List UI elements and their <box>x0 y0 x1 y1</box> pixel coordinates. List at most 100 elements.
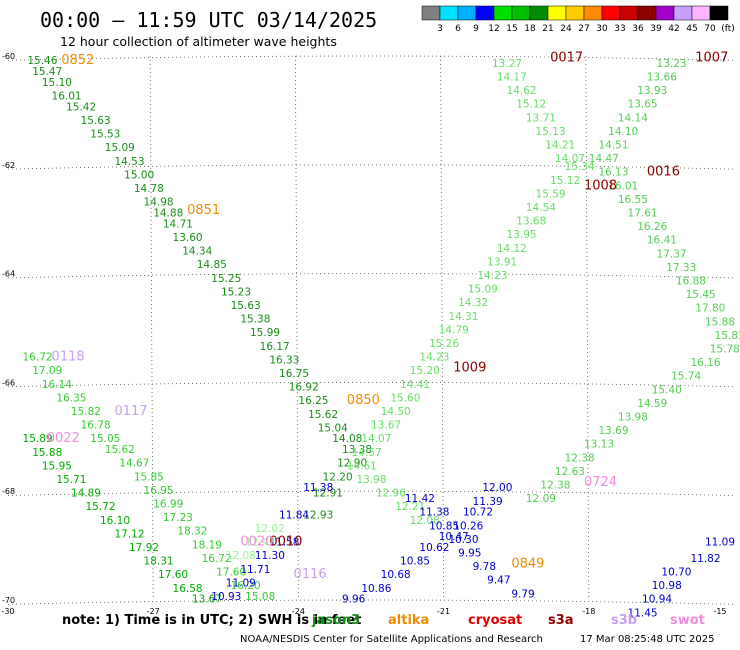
wave-height-point: 12.09 <box>526 493 556 505</box>
wave-height-point: 14.34 <box>182 246 212 258</box>
track-time-label: 1007 <box>695 50 728 65</box>
satellite-legend-s3a: s3a <box>548 613 574 628</box>
wave-height-point: 15.99 <box>250 327 280 339</box>
track-time-label: 0116 <box>294 567 327 582</box>
wave-height-point: 13.67 <box>371 420 401 432</box>
longitude-line <box>440 55 445 601</box>
colorbar-tick-label: 45 <box>686 24 697 34</box>
wave-height-point: 12.00 <box>482 482 512 494</box>
track-time-label: 0851 <box>187 203 220 218</box>
wave-height-point: 16.14 <box>42 379 72 391</box>
wave-height-point: 13.66 <box>647 71 677 83</box>
x-tick-label: -27 <box>147 607 160 616</box>
wave-height-point: 14.47 <box>589 153 619 165</box>
y-tick-label: -60 <box>2 52 15 61</box>
wave-height-point: 16.10 <box>100 515 130 527</box>
wave-height-point: 12.21 <box>395 501 425 513</box>
wave-height-point: 14.61 <box>347 460 377 472</box>
longitude-line <box>585 55 590 601</box>
wave-height-point: 13.69 <box>598 425 628 437</box>
wave-height-point: 10.26 <box>453 520 483 532</box>
wave-height-point: 15.46 <box>27 55 57 67</box>
wave-height-point: 10.93 <box>211 591 241 603</box>
wave-height-point: 14.71 <box>163 218 193 230</box>
wave-height-point: 9.96 <box>342 594 366 606</box>
wave-height-point: 14.07 <box>555 153 585 165</box>
latitude-line <box>7 381 735 388</box>
wave-height-point: 15.08 <box>245 591 275 603</box>
wave-height-point: 16.92 <box>289 382 319 394</box>
track-time-label: 0724 <box>584 475 617 490</box>
wave-height-point: 18.32 <box>177 526 207 538</box>
wave-height-point: 14.23 <box>419 352 449 364</box>
x-tick-label: -15 <box>713 607 726 616</box>
wave-height-point: 17.12 <box>114 528 144 540</box>
wave-height-point: 14.98 <box>144 197 174 209</box>
wave-height-point: 14.54 <box>526 202 556 214</box>
track-time-label: 0010 <box>269 535 302 550</box>
track-time-label: 0850 <box>347 393 380 408</box>
wave-height-point: 17.33 <box>666 262 696 274</box>
wave-height-point: 11.09 <box>705 537 735 549</box>
satellite-legend-s3b: s3b <box>611 613 638 628</box>
wave-height-point: 14.12 <box>497 243 527 255</box>
wave-height-point: 11.82 <box>690 553 720 565</box>
wave-height-point: 16.35 <box>56 392 86 404</box>
wave-height-point: 13.68 <box>516 216 546 228</box>
colorbar-tick-label: 24 <box>560 24 572 34</box>
wave-height-point: 15.04 <box>318 422 348 434</box>
colorbar-tick-label: 33 <box>614 24 625 34</box>
wave-height-point: 10.98 <box>652 580 682 592</box>
wave-height-point: 15.62 <box>105 444 135 456</box>
wave-height-point: 17.80 <box>695 303 725 315</box>
wave-height-point: 16.25 <box>298 395 328 407</box>
wave-height-point: 13.38 <box>342 444 372 456</box>
track-time-label: 0020 <box>240 535 273 550</box>
track-time-label: 0852 <box>61 53 94 68</box>
wave-height-point: 12.63 <box>555 466 585 478</box>
wave-height-point: 11.84 <box>279 509 309 521</box>
wave-height-point: 16.58 <box>173 583 203 595</box>
x-tick-label: -24 <box>292 607 305 616</box>
wave-height-point: 14.41 <box>400 379 430 391</box>
wave-height-point: 11.71 <box>240 564 270 576</box>
map-grid <box>7 55 735 605</box>
latitude-line <box>7 273 735 279</box>
wave-height-point: 17.37 <box>657 248 687 260</box>
wave-height-point: 16.55 <box>618 194 648 206</box>
wave-height-point: 16.41 <box>647 235 677 247</box>
wave-height-point: 13.93 <box>637 85 667 97</box>
x-tick-label: -21 <box>437 607 450 616</box>
timestamp: 17 Mar 08:25:48 UTC 2025 <box>580 634 715 645</box>
wave-height-point: 15.88 <box>705 316 735 328</box>
wave-height-point: 15.63 <box>81 115 111 127</box>
track-time-label: 0118 <box>52 350 85 365</box>
wave-height-point: 18.31 <box>144 556 174 568</box>
wave-height-point: 14.62 <box>507 85 537 97</box>
wave-height-point: 12.93 <box>303 509 333 521</box>
wave-height-point: 14.59 <box>637 398 667 410</box>
colorbar-tick-label: 30 <box>596 24 608 34</box>
wave-height-point: 10.30 <box>448 534 478 546</box>
wave-height-point: 15.95 <box>42 460 72 472</box>
wave-height-point: 11.09 <box>226 577 256 589</box>
colorbar-tick-label: 70 <box>704 24 716 34</box>
wave-height-point: 15.83 <box>715 330 740 342</box>
wave-height-point: 10.85 <box>429 520 459 532</box>
wave-height-point: 14.89 <box>71 488 101 500</box>
wave-height-point: 15.62 <box>308 409 338 421</box>
wave-height-point: 17.60 <box>216 567 246 579</box>
wave-height-point: 11.45 <box>628 607 658 619</box>
wave-height-point: 14.23 <box>477 270 507 282</box>
latitude-line <box>7 55 735 61</box>
colorbar-tick-label: 39 <box>650 24 662 34</box>
wave-height-point: 16.88 <box>676 275 706 287</box>
track-time-label: 0849 <box>511 556 544 571</box>
wave-height-point: 11.38 <box>303 482 333 494</box>
wave-height-point: 15.12 <box>516 99 546 111</box>
wave-height-point: 15.10 <box>42 77 72 89</box>
track-time-label: 0017 <box>550 50 583 65</box>
wave-height-point: 12.90 <box>337 458 367 470</box>
satellite-legend-jason3: jason3 <box>312 613 361 628</box>
wave-height-point: 12.38 <box>540 479 570 491</box>
